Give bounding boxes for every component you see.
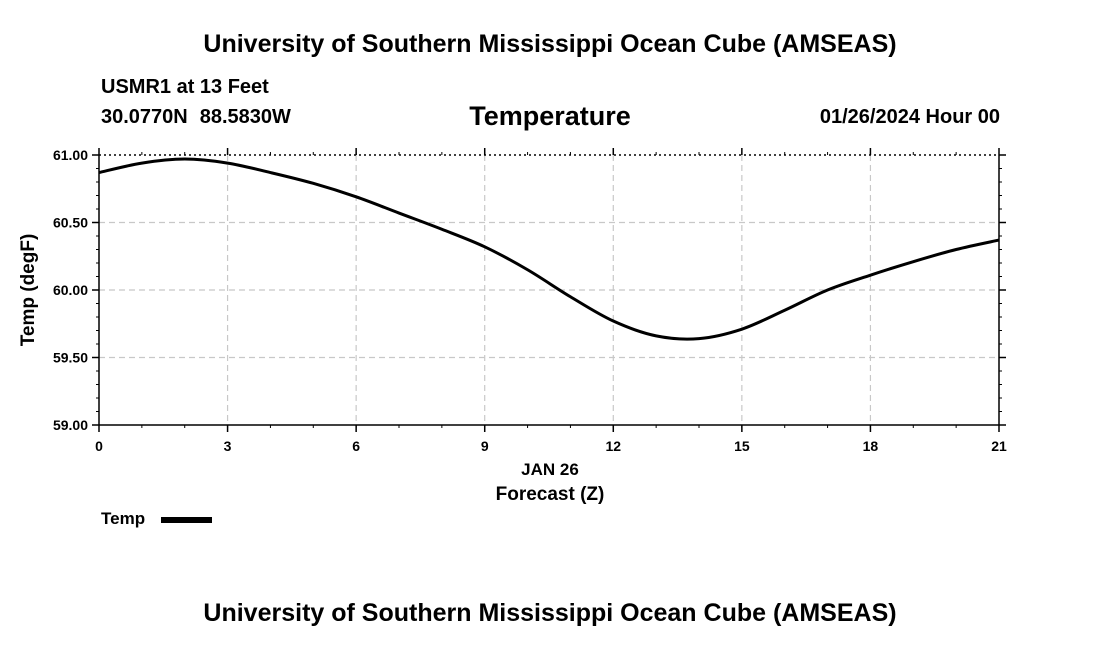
y-axis-title: Temp (degF): [18, 234, 39, 347]
x-axis-title: Forecast (Z): [496, 484, 605, 505]
station-label: USMR1 at 13 Feet: [101, 76, 269, 98]
forecast-run-time: 01/26/2024 Hour 00: [819, 106, 1000, 128]
y-tick-label: 59.50: [53, 350, 88, 366]
y-tick-label: 59.00: [53, 417, 88, 433]
x-tick-label: 21: [991, 438, 1007, 454]
x-tick-label: 0: [95, 438, 103, 454]
series-line-temp: [98, 157, 1000, 341]
station-coordinates: 30.0770N 88.5830W: [101, 106, 291, 129]
latitude: 30.0770N: [101, 106, 188, 128]
x-tick-label: 6: [352, 438, 360, 454]
legend-swatch: [161, 517, 212, 523]
chart-title: Temperature: [469, 101, 631, 131]
x-tick-label: 18: [863, 438, 879, 454]
x-axis-date-label: JAN 26: [521, 460, 579, 479]
footer-title: University of Southern Mississippi Ocean…: [203, 599, 897, 627]
y-tick-label: 61.00: [53, 147, 88, 163]
x-tick-label: 15: [734, 438, 750, 454]
y-tick-label: 60.00: [53, 282, 88, 298]
longitude: 88.5830W: [199, 106, 291, 128]
report-title: University of Southern Mississippi Ocean…: [203, 30, 897, 58]
y-tick-label: 60.50: [53, 215, 88, 231]
legend-label: Temp: [101, 509, 146, 528]
x-tick-label: 3: [224, 438, 232, 454]
x-tick-label: 12: [605, 438, 621, 454]
x-tick-label: 9: [481, 438, 489, 454]
